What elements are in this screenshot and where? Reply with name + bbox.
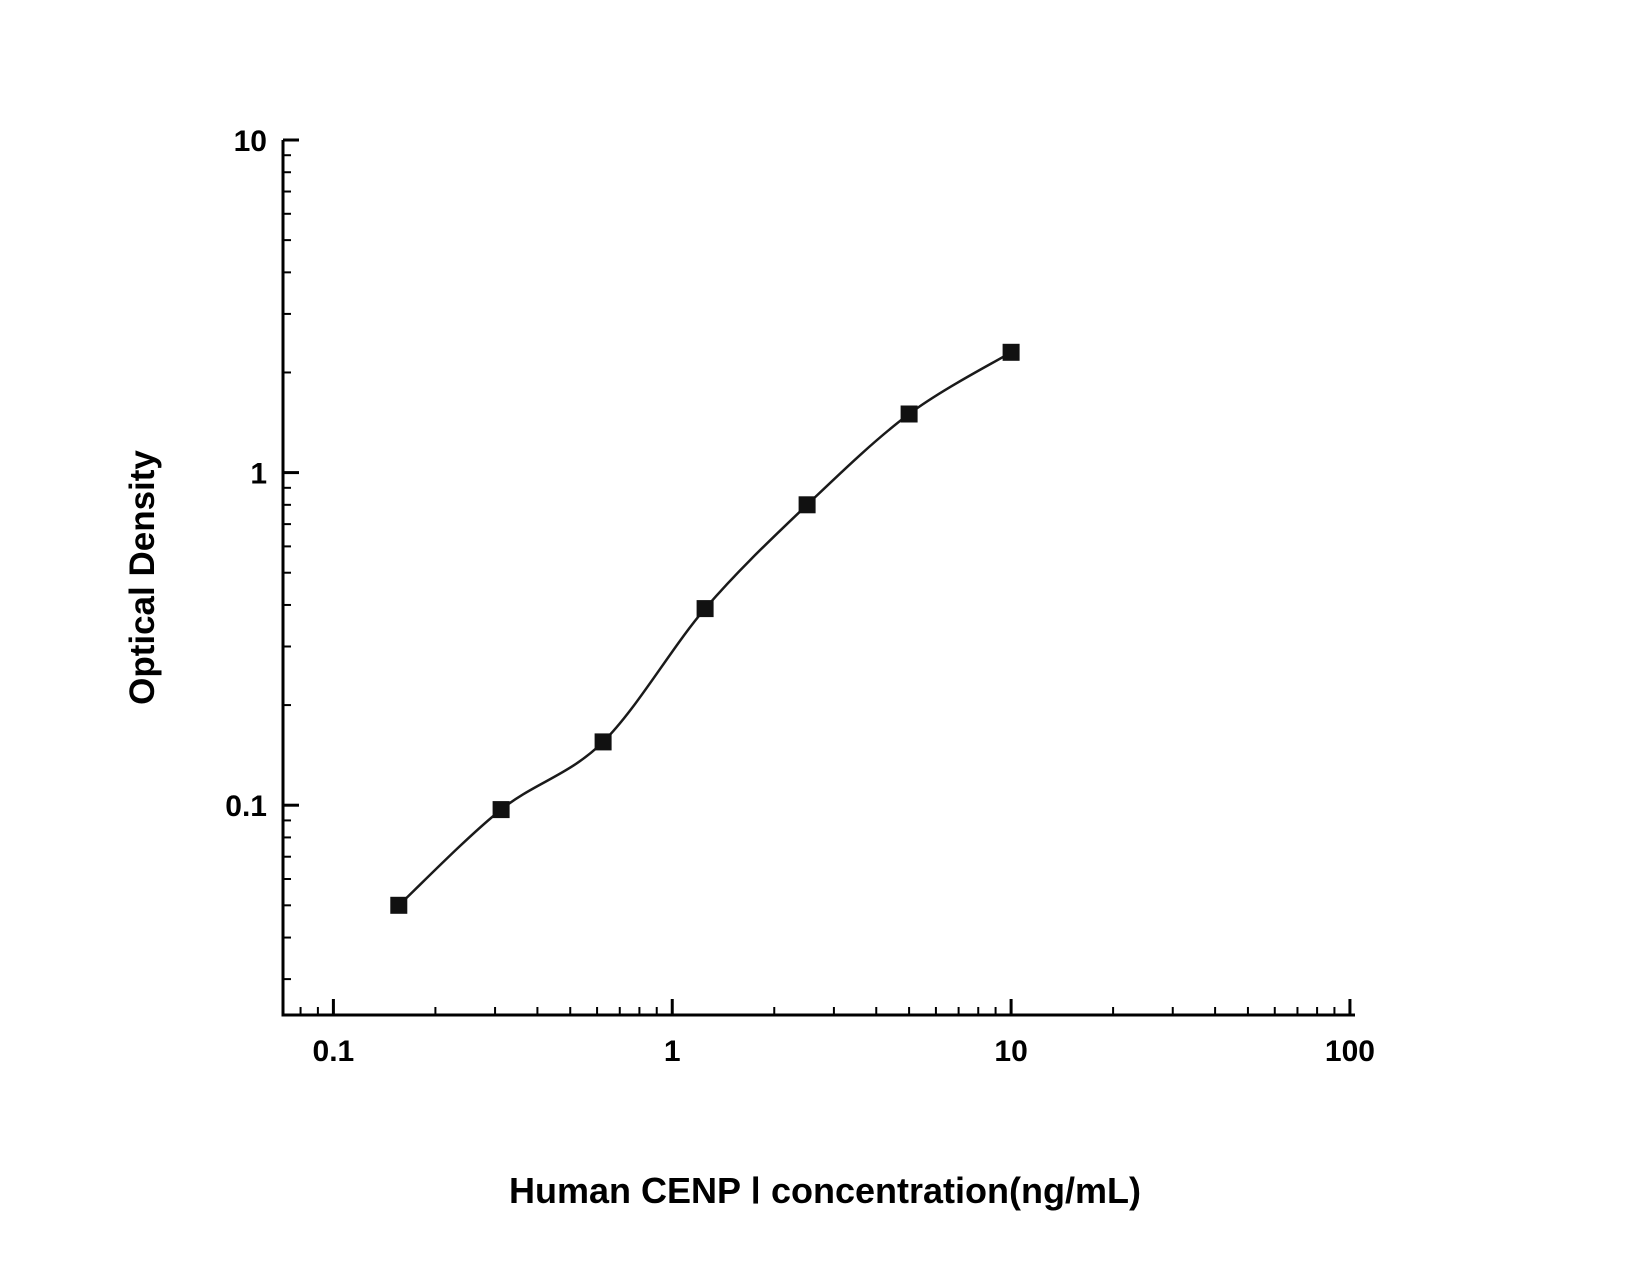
x-axis-title: Human CENP Ⅰ concentration(ng/mL) bbox=[509, 1170, 1141, 1211]
data-point-marker bbox=[594, 733, 612, 751]
data-point-marker bbox=[900, 405, 918, 423]
y-tick-label: 0.1 bbox=[225, 790, 267, 823]
y-tick-label: 1 bbox=[250, 458, 267, 491]
y-tick-label: 10 bbox=[234, 125, 267, 158]
x-tick-label: 1 bbox=[664, 1035, 681, 1068]
x-tick-label: 10 bbox=[994, 1035, 1027, 1068]
axes-frame bbox=[281, 140, 1355, 1017]
fit-curve bbox=[397, 351, 1013, 907]
data-point-marker bbox=[492, 801, 510, 819]
data-point-marker bbox=[1002, 343, 1020, 361]
data-point-marker bbox=[390, 896, 408, 914]
y-axis-title: Optical Density bbox=[123, 450, 162, 705]
x-tick-label: 0.1 bbox=[313, 1035, 355, 1068]
data-point-marker bbox=[696, 600, 714, 618]
x-tick-label: 100 bbox=[1325, 1035, 1375, 1068]
data-point-marker bbox=[798, 496, 816, 514]
